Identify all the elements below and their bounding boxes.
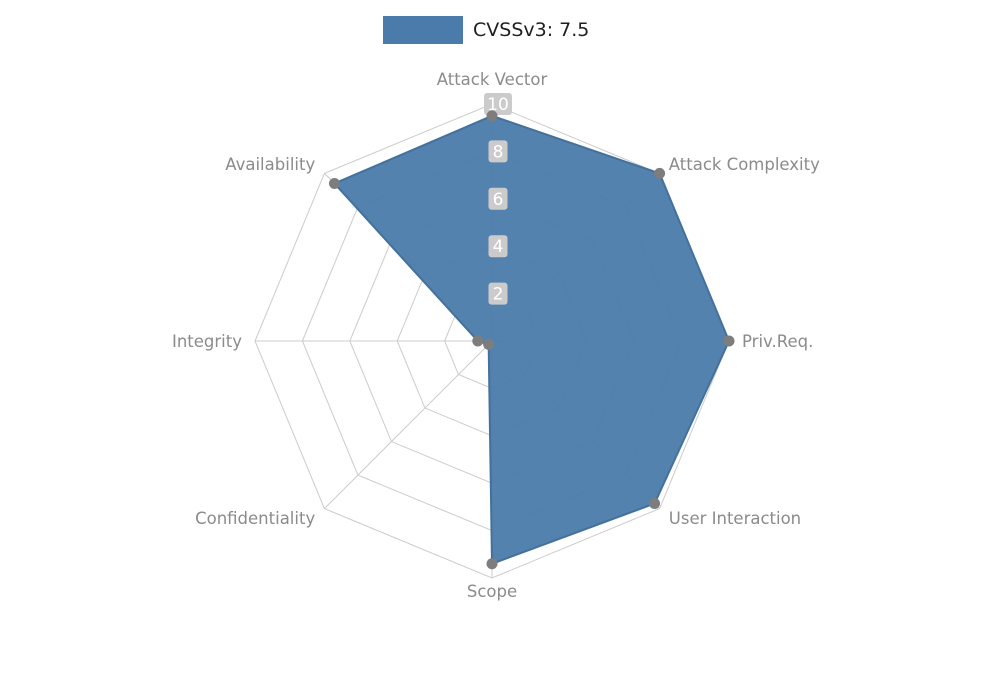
- axis-label-scope: Scope: [467, 582, 517, 601]
- tick-box: [484, 93, 512, 115]
- tick-label: 2: [493, 285, 504, 305]
- data-point: [654, 167, 666, 179]
- axis-label-user-interaction: User Interaction: [669, 509, 801, 528]
- data-point: [486, 558, 498, 570]
- data-polygon: [333, 114, 730, 565]
- axis-label-integrity: Integrity: [172, 332, 242, 351]
- axis-label-attack-vector: Attack Vector: [437, 70, 548, 89]
- tick-box: [488, 235, 508, 258]
- tick-label: 8: [493, 142, 504, 162]
- tick-label: 6: [493, 190, 504, 210]
- tick-label: 10: [487, 95, 509, 115]
- tick-box: [488, 282, 508, 305]
- data-point: [486, 110, 498, 122]
- tick-box: [488, 187, 508, 210]
- tick-box: [488, 140, 508, 163]
- data-point: [723, 335, 735, 347]
- tick-label: 4: [493, 237, 504, 257]
- data-point: [649, 498, 661, 510]
- axis-label-priv-req-: Priv.Req.: [742, 332, 813, 351]
- legend: CVSSv3: 7.5: [383, 16, 589, 44]
- axis-label-confidentiality: Confidentiality: [195, 509, 315, 528]
- legend-label: CVSSv3: 7.5: [473, 19, 590, 41]
- grid-spoke: [324, 340, 493, 509]
- data-point: [472, 335, 484, 347]
- data-point: [483, 338, 495, 350]
- legend-swatch: [383, 16, 463, 44]
- axis-label-attack-complexity: Attack Complexity: [669, 155, 820, 174]
- data-point: [328, 177, 340, 189]
- axis-label-availability: Availability: [225, 155, 315, 174]
